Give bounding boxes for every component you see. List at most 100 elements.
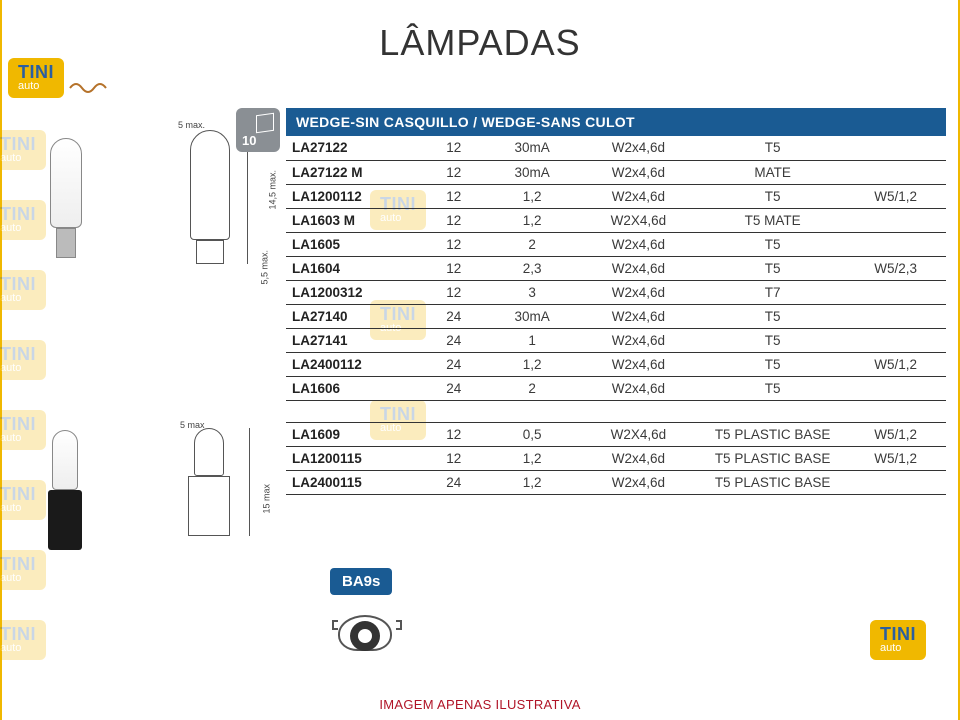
cell-ref: LA1605 (286, 232, 420, 256)
cell-base: W2x4,6d (577, 256, 700, 280)
product-photo-wedge-plastic (26, 420, 106, 570)
cell-type: T5 (700, 184, 845, 208)
cell-power: 1,2 (487, 184, 576, 208)
cell-voltage: 12 (420, 422, 487, 446)
cell-voltage: 12 (420, 256, 487, 280)
table-row: LA1603 M121,2W2X4,6dT5 MATE (286, 208, 946, 232)
ba9s-label: BA9s (330, 568, 392, 595)
cell-type: T5 (700, 376, 845, 400)
cell-base: W2X4,6d (577, 208, 700, 232)
cell-ref: LA1200115 (286, 446, 420, 470)
table-row: LA2400115241,2W2x4,6dT5 PLASTIC BASE (286, 470, 946, 494)
cell-type: T5 PLASTIC BASE (700, 470, 845, 494)
dimension-diagram-plastic: 5 max 15 max (160, 420, 270, 580)
cell-base: W2x4,6d (577, 160, 700, 184)
cell-base: W2x4,6d (577, 304, 700, 328)
cell-voltage: 24 (420, 304, 487, 328)
table-spacer-row (286, 400, 946, 422)
brand-watermark: TINIauto (0, 340, 46, 380)
cell-power: 30mA (487, 304, 576, 328)
cell-power: 0,5 (487, 422, 576, 446)
cell-power: 2 (487, 232, 576, 256)
cell-power: 1,2 (487, 470, 576, 494)
cell-alt (845, 376, 946, 400)
cell-voltage: 24 (420, 470, 487, 494)
cell-type: T5 PLASTIC BASE (700, 446, 845, 470)
cell-alt (845, 232, 946, 256)
cell-base: W2x4,6d (577, 184, 700, 208)
page-title: LÂMPADAS (0, 22, 960, 64)
product-photo-wedge-clear (26, 130, 106, 270)
cell-alt (845, 208, 946, 232)
cell-power: 30mA (487, 160, 576, 184)
cell-alt (845, 328, 946, 352)
diagram-label: 5 max. (178, 120, 205, 130)
table-row: LA271402430mAW2x4,6dT5 (286, 304, 946, 328)
cell-type: T5 (700, 352, 845, 376)
cell-base: W2x4,6d (577, 136, 700, 160)
cell-base: W2x4,6d (577, 232, 700, 256)
cell-power: 1,2 (487, 446, 576, 470)
brand-watermark: TINIauto (8, 58, 64, 98)
diagram-label: 5 max (180, 420, 205, 430)
cell-ref: LA1200312 (286, 280, 420, 304)
cell-base: W2x4,6d (577, 352, 700, 376)
cell-voltage: 12 (420, 208, 487, 232)
table-row: LA27141241W2x4,6dT5 (286, 328, 946, 352)
table-row: LA2400112241,2W2x4,6dT5W5/1,2 (286, 352, 946, 376)
cell-base: W2x4,6d (577, 328, 700, 352)
cell-type: T5 MATE (700, 208, 845, 232)
cell-alt: W5/1,2 (845, 352, 946, 376)
cell-type: T5 PLASTIC BASE (700, 422, 845, 446)
cell-voltage: 12 (420, 136, 487, 160)
cell-power: 2 (487, 376, 576, 400)
cell-voltage: 12 (420, 232, 487, 256)
cell-power: 2,3 (487, 256, 576, 280)
cell-power: 1,2 (487, 208, 576, 232)
cell-type: T5 (700, 136, 845, 160)
brand-watermark: TINIauto (0, 620, 46, 660)
cell-power: 1 (487, 328, 576, 352)
cell-alt (845, 280, 946, 304)
cell-ref: LA2400112 (286, 352, 420, 376)
diagram-label: 15 max (262, 484, 272, 514)
cell-type: T5 (700, 256, 845, 280)
table-row: LA1200112121,2W2x4,6dT5W5/1,2 (286, 184, 946, 208)
cell-alt (845, 304, 946, 328)
cell-alt: W5/1,2 (845, 422, 946, 446)
cell-type: T5 (700, 304, 845, 328)
cell-alt (845, 160, 946, 184)
pack-qty-badge: 10 (236, 108, 280, 152)
cell-base: W2x4,6d (577, 280, 700, 304)
cell-ref: LA27122 (286, 136, 420, 160)
cell-ref: LA1606 (286, 376, 420, 400)
cell-voltage: 12 (420, 446, 487, 470)
cell-power: 1,2 (487, 352, 576, 376)
squiggle-icon (68, 80, 112, 101)
cell-base: W2x4,6d (577, 446, 700, 470)
cell-alt: W5/1,2 (845, 184, 946, 208)
diagram-label: 5,5 max. (260, 250, 270, 285)
brand-watermark: TINIauto (0, 270, 46, 310)
ba9s-socket-diagram (330, 603, 400, 659)
table-row: LA1604122,3W2x4,6dT5W5/2,3 (286, 256, 946, 280)
cell-voltage: 24 (420, 328, 487, 352)
cell-ref: LA1609 (286, 422, 420, 446)
cell-ref: LA27140 (286, 304, 420, 328)
ba9s-section: BA9s (330, 568, 460, 659)
cell-base: W2x4,6d (577, 470, 700, 494)
cell-alt (845, 470, 946, 494)
cell-voltage: 12 (420, 160, 487, 184)
cell-voltage: 24 (420, 376, 487, 400)
spec-table-region: 10 WEDGE-SIN CASQUILLO / WEDGE-SANS CULO… (286, 108, 946, 495)
brand-watermark: TINIauto (870, 620, 926, 660)
cell-type: T5 (700, 328, 845, 352)
pack-qty-value: 10 (242, 133, 256, 148)
cell-power: 30mA (487, 136, 576, 160)
table-row: LA1200115121,2W2x4,6dT5 PLASTIC BASEW5/1… (286, 446, 946, 470)
table-row: LA1609120,5W2X4,6dT5 PLASTIC BASEW5/1,2 (286, 422, 946, 446)
cell-ref: LA1604 (286, 256, 420, 280)
cell-base: W2x4,6d (577, 376, 700, 400)
table-header: WEDGE-SIN CASQUILLO / WEDGE-SANS CULOT (286, 108, 946, 136)
cell-ref: LA27141 (286, 328, 420, 352)
